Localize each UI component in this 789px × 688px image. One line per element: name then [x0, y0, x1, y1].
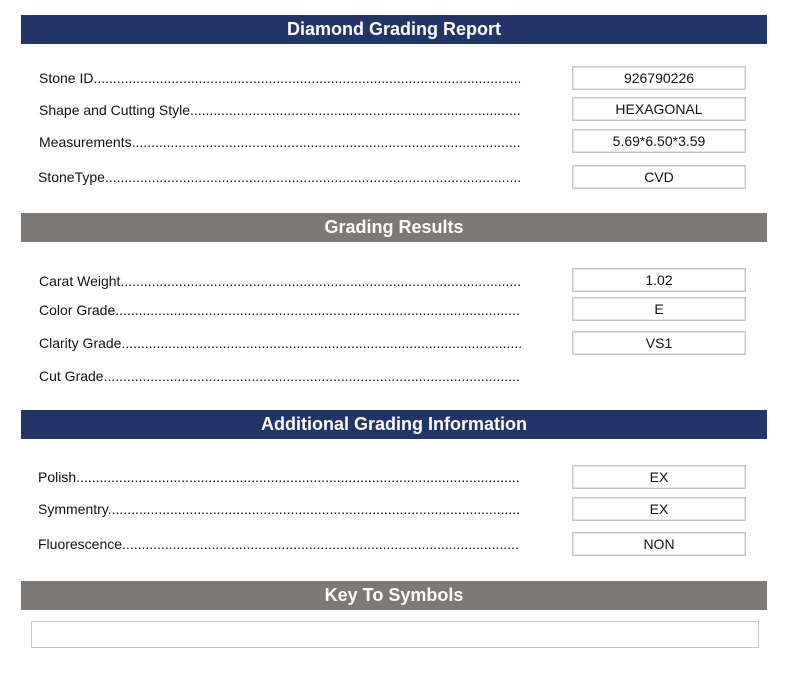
- key-to-symbols-box: [31, 621, 759, 648]
- stone-type-value: CVD: [572, 165, 746, 189]
- additional-info-header: Additional Grading Information: [21, 410, 767, 439]
- color-grade-value: E: [572, 297, 746, 321]
- fluorescence-label: Fluorescence: [38, 535, 520, 553]
- stone-id-value: 926790226: [572, 66, 746, 90]
- color-grade-label: Color Grade: [39, 301, 521, 319]
- polish-value: EX: [572, 465, 746, 489]
- key-to-symbols-header: Key To Symbols: [21, 581, 767, 610]
- report-title: Diamond Grading Report: [21, 15, 767, 44]
- clarity-grade-label: Clarity Grade: [39, 334, 521, 352]
- shape-value: HEXAGONAL: [572, 97, 746, 121]
- stone-type-label: StoneType: [38, 168, 520, 186]
- fluorescence-value: NON: [572, 532, 746, 556]
- carat-weight-label: Carat Weight: [39, 272, 521, 290]
- measurements-value: 5.69*6.50*3.59: [572, 129, 746, 153]
- carat-weight-value: 1.02: [572, 268, 746, 292]
- polish-label: Polish: [38, 468, 520, 486]
- shape-label: Shape and Cutting Style: [39, 101, 521, 119]
- stone-id-label: Stone ID: [39, 69, 521, 87]
- grading-results-header: Grading Results: [21, 213, 767, 242]
- cut-grade-label: Cut Grade: [39, 367, 521, 385]
- symmetry-value: EX: [572, 497, 746, 521]
- clarity-grade-value: VS1: [572, 331, 746, 355]
- symmetry-label: Symmentry: [38, 500, 520, 518]
- measurements-label: Measurements: [39, 133, 521, 151]
